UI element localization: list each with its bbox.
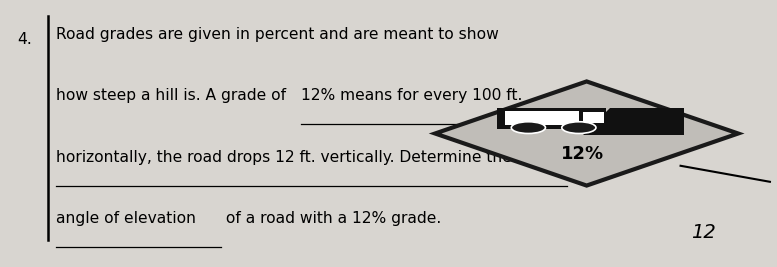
Text: 12: 12 [691, 223, 716, 242]
Text: 12%: 12% [561, 144, 605, 163]
Text: how steep a hill is. A grade of: how steep a hill is. A grade of [56, 88, 291, 103]
Polygon shape [505, 111, 579, 125]
Circle shape [562, 122, 596, 134]
Text: 4.: 4. [17, 32, 32, 47]
Text: Road grades are given in percent and are meant to show: Road grades are given in percent and are… [56, 27, 499, 42]
Text: of a road with a 12% grade.: of a road with a 12% grade. [221, 211, 441, 226]
Text: angle of elevation: angle of elevation [56, 211, 196, 226]
Polygon shape [583, 108, 684, 135]
Polygon shape [435, 81, 738, 186]
Circle shape [511, 122, 545, 134]
Text: 12% means for every 100 ft.: 12% means for every 100 ft. [301, 88, 523, 103]
Polygon shape [583, 112, 604, 123]
Polygon shape [497, 108, 606, 129]
Text: horizontally, the road drops 12 ft. vertically. Determine the: horizontally, the road drops 12 ft. vert… [56, 150, 512, 164]
